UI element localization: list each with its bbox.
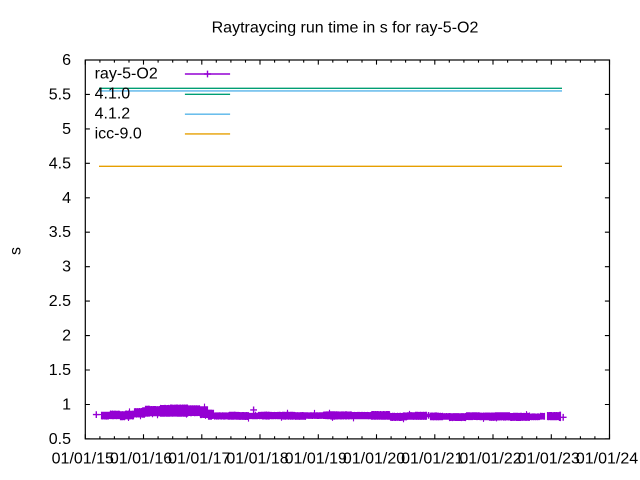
svg-text:4.5: 4.5 <box>49 155 71 172</box>
svg-text:ray-5-O2: ray-5-O2 <box>95 66 158 83</box>
svg-text:01/01/18: 01/01/18 <box>226 450 288 467</box>
svg-text:01/01/24: 01/01/24 <box>576 450 638 467</box>
svg-text:1.5: 1.5 <box>49 362 71 379</box>
svg-text:01/01/22: 01/01/22 <box>459 450 521 467</box>
svg-text:3.5: 3.5 <box>49 224 71 241</box>
svg-text:01/01/17: 01/01/17 <box>168 450 230 467</box>
svg-text:4: 4 <box>62 190 71 207</box>
svg-text:4.1.2: 4.1.2 <box>95 106 131 123</box>
svg-text:icc-9.0: icc-9.0 <box>95 126 142 143</box>
svg-text:1: 1 <box>62 397 71 414</box>
svg-text:01/01/15: 01/01/15 <box>52 450 114 467</box>
svg-text:3: 3 <box>62 259 71 276</box>
svg-text:0.5: 0.5 <box>49 431 71 448</box>
svg-text:2.5: 2.5 <box>49 293 71 310</box>
svg-text:5: 5 <box>62 121 71 138</box>
svg-text:01/01/21: 01/01/21 <box>401 450 463 467</box>
svg-text:6: 6 <box>62 52 71 69</box>
svg-text:01/01/16: 01/01/16 <box>110 450 172 467</box>
svg-text:01/01/20: 01/01/20 <box>343 450 405 467</box>
svg-text:5.5: 5.5 <box>49 86 71 103</box>
svg-text:01/01/23: 01/01/23 <box>518 450 580 467</box>
svg-text:2: 2 <box>62 328 71 345</box>
svg-text:4.1.0: 4.1.0 <box>95 86 131 103</box>
svg-text:Raytraycing run time in s for: Raytraycing run time in s for ray-5-O2 <box>212 20 479 37</box>
svg-text:s: s <box>8 247 25 255</box>
svg-text:01/01/19: 01/01/19 <box>285 450 347 467</box>
